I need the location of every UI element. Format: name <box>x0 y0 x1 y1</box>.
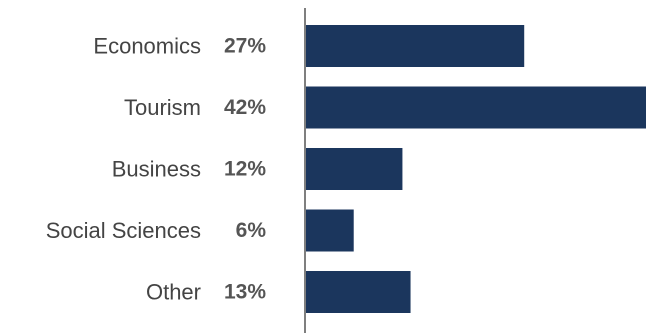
category-label: Business <box>112 157 201 182</box>
category-label: Other <box>146 280 201 305</box>
value-label: 13% <box>224 281 266 304</box>
value-label: 42% <box>224 96 266 119</box>
value-label: 12% <box>224 158 266 181</box>
category-label: Economics <box>93 34 201 59</box>
bar-economics <box>306 25 525 67</box>
bar-social-sciences <box>306 209 354 252</box>
value-label: 6% <box>236 219 267 242</box>
bars-group <box>306 25 646 313</box>
bar-tourism <box>306 86 646 129</box>
bar-business <box>306 148 403 190</box>
category-label: Social Sciences <box>46 218 201 243</box>
bar-other <box>306 271 411 313</box>
labels-group: Economics 27% Tourism 42% Business 12% Social … <box>46 34 267 305</box>
value-label: 27% <box>224 35 266 58</box>
category-label: Tourism <box>124 95 201 120</box>
